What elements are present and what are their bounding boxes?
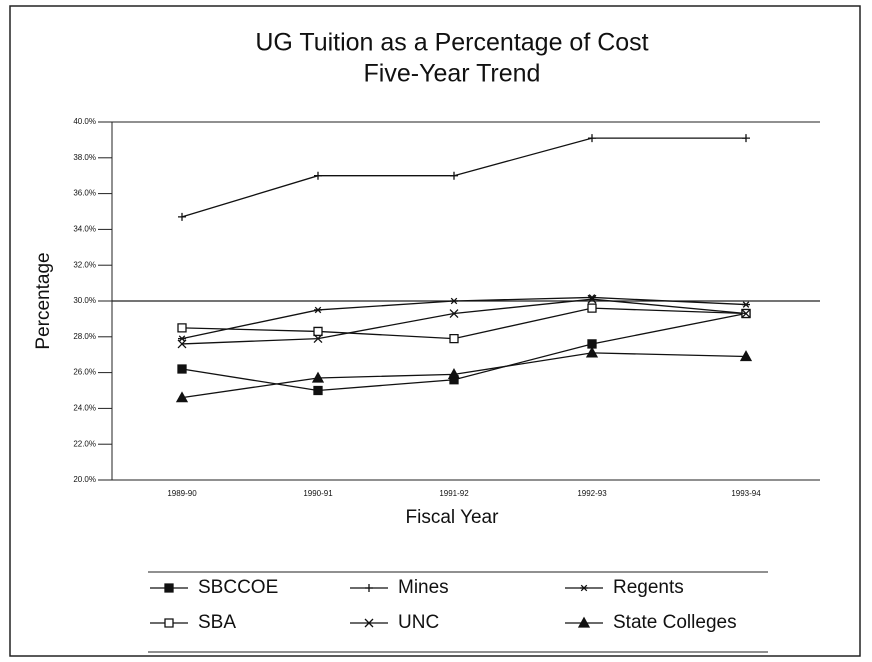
chart-title: UG Tuition as a Percentage of Cost (255, 29, 648, 57)
marker (177, 364, 187, 374)
marker (314, 306, 322, 314)
marker (588, 134, 596, 143)
marker (311, 371, 325, 383)
marker (178, 212, 186, 221)
legend-label: SBA (198, 612, 236, 633)
marker (164, 618, 174, 628)
marker (175, 391, 189, 403)
y-tick-label: 24.0% (73, 404, 96, 413)
marker (580, 584, 588, 592)
x-tick-label: 1991-92 (439, 489, 469, 498)
marker (364, 618, 374, 628)
marker (449, 333, 459, 344)
series-line (181, 312, 747, 392)
y-tick-label: 36.0% (73, 189, 96, 198)
x-tick-label: 1993-94 (731, 489, 761, 498)
legend-label: Regents (613, 577, 684, 598)
legend-label: Mines (398, 577, 449, 598)
marker (450, 171, 458, 180)
y-tick-label: 22.0% (73, 439, 96, 448)
marker (314, 171, 322, 180)
y-tick-label: 32.0% (73, 260, 96, 269)
series-line (181, 296, 747, 340)
y-tick-label: 20.0% (73, 475, 96, 484)
series-line (181, 352, 747, 399)
chart-subtitle: Five-Year Trend (364, 60, 541, 88)
y-tick-label: 34.0% (73, 225, 96, 234)
series-line (181, 298, 747, 345)
marker (450, 297, 458, 305)
x-axis-label: Fiscal Year (406, 507, 500, 528)
marker (587, 339, 597, 349)
legend-label: UNC (398, 612, 439, 633)
x-tick-label: 1989-90 (167, 489, 197, 498)
y-tick-label: 40.0% (73, 117, 96, 126)
legend-label: SBCCOE (198, 577, 278, 598)
frame (9, 5, 861, 657)
x-tick-label: 1990-91 (303, 489, 333, 498)
marker (313, 385, 323, 396)
series-line (181, 137, 746, 218)
marker (447, 368, 461, 380)
marker (178, 335, 186, 342)
marker (742, 301, 750, 308)
y-tick-label: 30.0% (73, 296, 96, 305)
marker (587, 294, 597, 304)
marker (742, 134, 750, 143)
marker (739, 350, 753, 362)
marker (365, 584, 373, 592)
y-tick-label: 26.0% (73, 368, 96, 377)
y-tick-label: 28.0% (73, 332, 96, 341)
marker (585, 346, 599, 358)
y-tick-label: 38.0% (73, 153, 96, 162)
marker (177, 339, 187, 349)
marker (587, 303, 597, 313)
legend-label: State Colleges (613, 612, 737, 633)
marker (313, 326, 323, 337)
y-axis-label: Percentage (33, 252, 54, 349)
marker (577, 616, 591, 628)
marker (164, 583, 174, 593)
x-tick-label: 1992-93 (577, 489, 607, 498)
marker (177, 323, 187, 333)
marker (313, 334, 323, 344)
marker (741, 309, 751, 318)
marker (449, 309, 459, 318)
